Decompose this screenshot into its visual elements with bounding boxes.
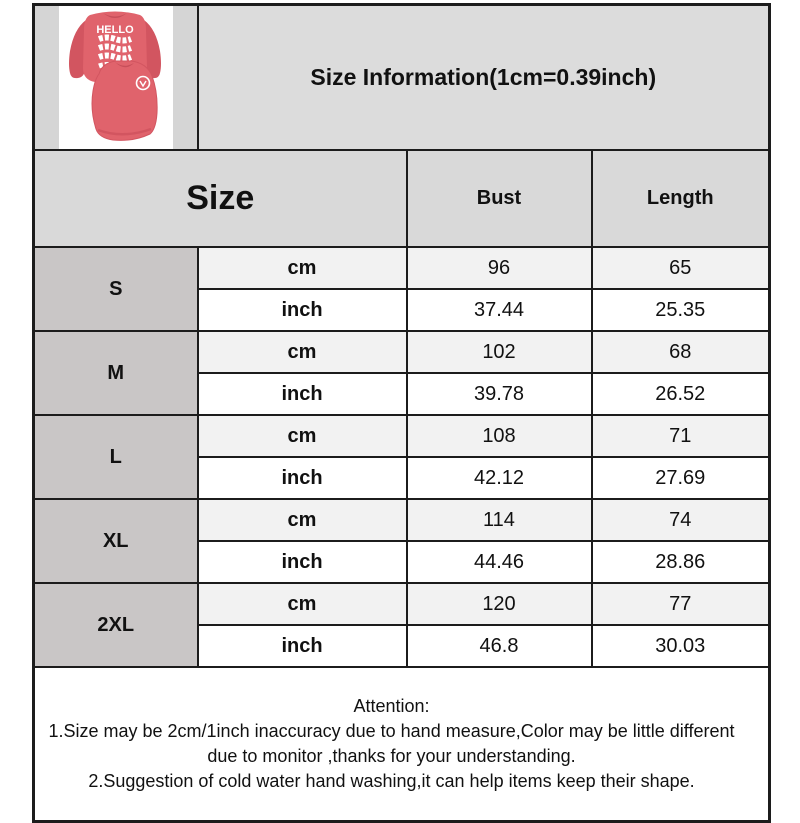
value-bust-inch: 37.44 <box>405 288 593 332</box>
size-label-s: S <box>32 246 199 332</box>
chest-logo <box>135 75 151 91</box>
unit-inch: inch <box>196 540 408 584</box>
print-text: HELLO <box>96 24 134 36</box>
unit-inch: inch <box>196 372 408 416</box>
size-label-2xl: 2XL <box>32 582 199 668</box>
page-title: Size Information(1cm=0.39inch) <box>196 3 771 151</box>
size-chart-sheet: HELLO <box>32 3 771 823</box>
unit-inch: inch <box>196 456 408 500</box>
unit-inch: inch <box>196 624 408 668</box>
unit-cm: cm <box>196 246 408 290</box>
unit-cm: cm <box>196 582 408 626</box>
unit-cm: cm <box>196 330 408 374</box>
value-bust-inch: 44.46 <box>405 540 593 584</box>
value-bust-cm: 96 <box>405 246 593 290</box>
sweatshirt-illustration: HELLO <box>69 11 161 141</box>
value-length-cm: 68 <box>590 330 771 374</box>
attention-item-1: 1.Size may be 2cm/1inch inaccuracy due t… <box>48 721 735 766</box>
attention-section: Attention: 1.Size may be 2cm/1inch inacc… <box>32 666 771 823</box>
attention-item-2: 2.Suggestion of cold water hand washing,… <box>88 771 695 791</box>
size-label-m: M <box>32 330 199 416</box>
value-bust-inch: 39.78 <box>405 372 593 416</box>
value-bust-cm: 114 <box>405 498 593 542</box>
value-length-inch: 30.03 <box>590 624 771 668</box>
sweatshirt-front-view <box>91 60 158 141</box>
photo-left-bar <box>35 6 59 149</box>
size-label-l: L <box>32 414 199 500</box>
unit-cm: cm <box>196 414 408 458</box>
value-length-inch: 28.86 <box>590 540 771 584</box>
size-label-xl: XL <box>32 498 199 584</box>
value-length-inch: 26.52 <box>590 372 771 416</box>
value-bust-cm: 102 <box>405 330 593 374</box>
value-length-cm: 65 <box>590 246 771 290</box>
value-length-inch: 25.35 <box>590 288 771 332</box>
value-bust-inch: 46.8 <box>405 624 593 668</box>
value-bust-inch: 42.12 <box>405 456 593 500</box>
column-header-bust: Bust <box>405 149 593 248</box>
photo-right-bar <box>172 6 196 149</box>
value-length-inch: 27.69 <box>590 456 771 500</box>
product-photo: HELLO <box>35 6 196 149</box>
photo-center: HELLO <box>59 6 173 149</box>
size-chart-table: HELLO <box>32 3 771 823</box>
value-bust-cm: 108 <box>405 414 593 458</box>
unit-cm: cm <box>196 498 408 542</box>
attention-heading: Attention: <box>353 696 430 716</box>
column-header-size: Size <box>32 149 408 248</box>
value-length-cm: 71 <box>590 414 771 458</box>
unit-inch: inch <box>196 288 408 332</box>
column-header-length: Length <box>590 149 771 248</box>
product-photo-cell: HELLO <box>32 3 199 151</box>
value-bust-cm: 120 <box>405 582 593 626</box>
value-length-cm: 74 <box>590 498 771 542</box>
value-length-cm: 77 <box>590 582 771 626</box>
